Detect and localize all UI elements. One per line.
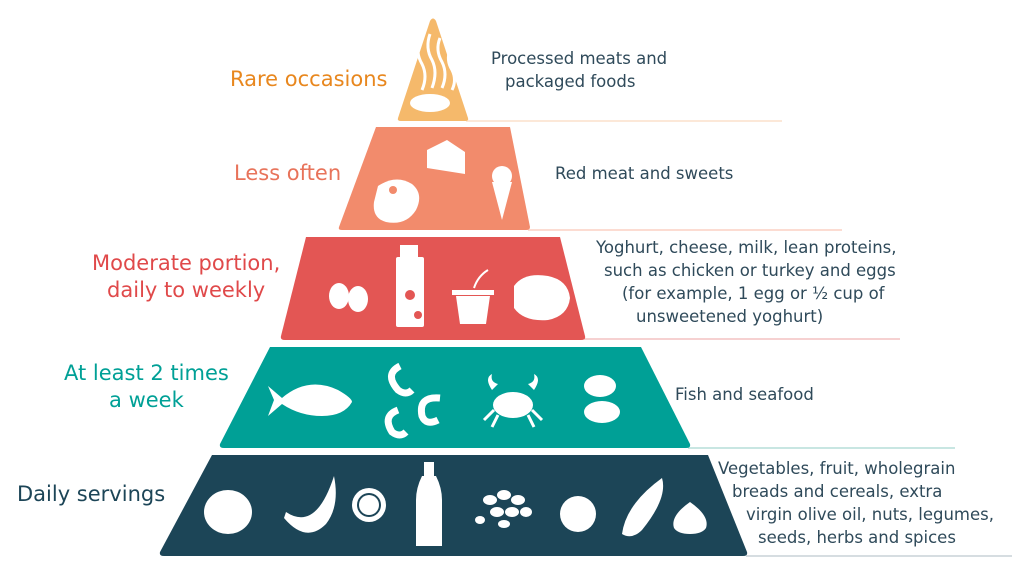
garlic-icon: [673, 502, 707, 534]
oyster-icon: [584, 375, 620, 423]
tier3-label: Moderate portion, daily to weekly: [92, 250, 280, 304]
nuts-icon: [475, 490, 532, 528]
desc-line: Fish and seafood: [675, 385, 814, 404]
desc-line: unsweetened yoghurt): [636, 307, 824, 326]
desc-line: breads and cereals, extra: [732, 482, 943, 501]
desc-line: Processed meats and: [491, 49, 668, 68]
fish-icon: [268, 384, 352, 416]
tier3-description: Yoghurt, cheese, milk, lean proteins, su…: [596, 236, 897, 328]
milk-carton-icon: [396, 245, 424, 327]
sausage-icon: [410, 94, 450, 112]
corn-icon: [622, 478, 664, 537]
banana-icon: [284, 476, 336, 533]
citrus-icon: [352, 488, 386, 522]
tier3-label-line: Moderate portion,: [92, 251, 281, 275]
olive-oil-icon: [416, 462, 442, 546]
desc-line: seeds, herbs and spices: [758, 528, 956, 547]
desc-line: (for example, 1 egg or ½ cup of: [622, 284, 885, 303]
tier5-description: Vegetables, fruit, wholegrain breads and…: [718, 457, 994, 549]
tier4-label: At least 2 times a week: [64, 360, 229, 414]
desc-line: Red meat and sweets: [555, 164, 734, 183]
tier4-description: Fish and seafood: [675, 383, 814, 406]
tier1-description: Processed meats and packaged foods: [491, 47, 667, 93]
tier5-label: Daily servings: [17, 482, 166, 506]
steak-icon: [373, 179, 420, 223]
desc-line: such as chicken or turkey and eggs: [604, 261, 896, 280]
tier2-description: Red meat and sweets: [555, 162, 733, 185]
desc-line: packaged foods: [505, 72, 636, 91]
bacon-icon: [416, 33, 456, 91]
yoghurt-icon: [452, 269, 494, 324]
tier4-label-line: At least 2 times: [64, 361, 229, 385]
crab-icon: [482, 374, 544, 428]
tier3-label-line: daily to weekly: [107, 278, 266, 302]
tier1-shape: [397, 18, 469, 121]
tier2-label: Less often: [234, 161, 342, 185]
tier3-shape: [280, 237, 586, 340]
ice-cream-icon: [492, 166, 512, 220]
cake-icon: [427, 140, 465, 174]
bread-icon: [204, 490, 252, 534]
shrimp-icon: [384, 362, 441, 439]
desc-line: Vegetables, fruit, wholegrain: [718, 459, 956, 478]
tier1-label: Rare occasions: [230, 67, 388, 91]
desc-line: Yoghurt, cheese, milk, lean proteins,: [596, 238, 897, 257]
eggs-icon: [329, 283, 368, 312]
tier4-label-line: a week: [109, 388, 184, 412]
tier4-shape: [219, 347, 691, 448]
chicken-icon: [514, 275, 570, 321]
tomato-icon: [560, 496, 596, 532]
desc-line: virgin olive oil, nuts, legumes,: [746, 505, 994, 524]
